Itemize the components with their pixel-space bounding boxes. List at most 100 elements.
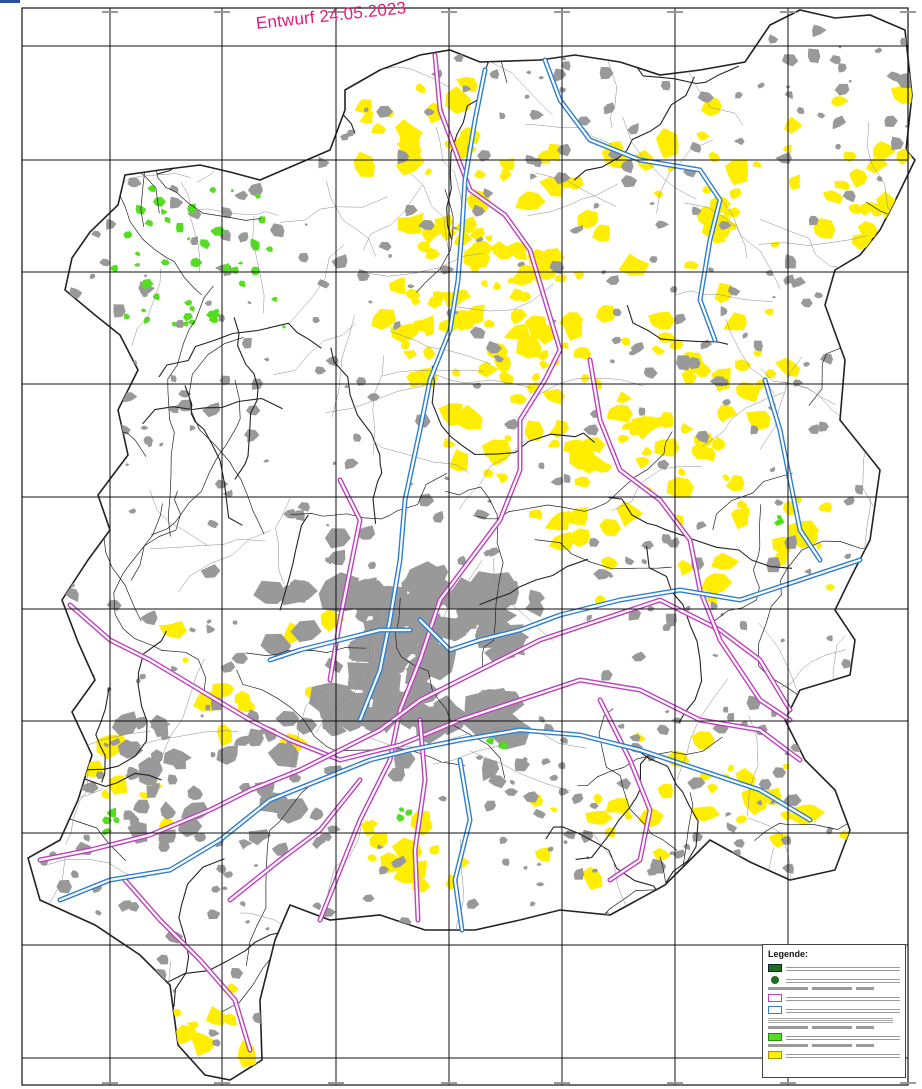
road-line <box>747 715 759 817</box>
settlement-area <box>169 196 184 209</box>
green-area <box>144 219 153 227</box>
settlement-area <box>216 864 227 874</box>
road-line <box>390 330 491 365</box>
road-line <box>40 1042 105 1080</box>
settlement-area <box>317 279 330 289</box>
settlement-area <box>589 538 600 547</box>
yellow-area <box>505 241 527 261</box>
settlement-area <box>807 48 821 64</box>
municipal-boundary <box>28 617 42 696</box>
settlement-area <box>796 106 805 114</box>
road-line <box>273 323 356 375</box>
settlement-area <box>649 201 655 206</box>
green-area <box>143 316 151 325</box>
settlement-area <box>733 839 745 848</box>
yellow-area <box>472 240 493 257</box>
settlement-area <box>660 80 671 91</box>
settlement-area <box>462 85 472 93</box>
settlement-area <box>247 300 252 305</box>
yellow-area <box>499 370 514 385</box>
yellow-area <box>866 157 889 174</box>
yellow-area <box>393 863 415 884</box>
settlement-area <box>346 129 355 137</box>
settlement-area <box>158 841 170 852</box>
green-area <box>123 231 133 239</box>
yellow-area <box>516 334 542 359</box>
settlement-area <box>781 54 799 67</box>
settlement-area <box>750 425 759 435</box>
settlement-area <box>695 430 710 444</box>
settlement-area <box>275 710 300 727</box>
settlement-area <box>783 274 795 285</box>
yellow-area <box>488 447 505 466</box>
yellow-area <box>695 447 716 462</box>
settlement-area <box>364 107 369 112</box>
settlement-area <box>720 305 728 317</box>
yellow-area <box>618 435 630 444</box>
green-area <box>141 278 154 289</box>
settlement-area <box>664 709 670 713</box>
municipal-boundary <box>28 932 77 974</box>
settlement-area <box>69 287 83 299</box>
settlement-area <box>692 831 703 842</box>
municipal-boundary <box>692 880 739 985</box>
yellow-area <box>725 475 745 492</box>
settlement-area <box>643 367 658 379</box>
settlement-area <box>563 473 571 483</box>
road-line <box>683 202 748 258</box>
legend-title: Legende: <box>768 949 809 959</box>
settlement-area <box>332 461 336 465</box>
yellow-area <box>727 221 738 230</box>
yellow-area <box>461 857 471 868</box>
yellow-area <box>234 690 251 706</box>
settlement-area <box>675 313 686 325</box>
road-line <box>149 538 266 550</box>
green-area <box>250 266 260 276</box>
settlement-area <box>362 894 375 902</box>
yellow-area <box>596 304 617 323</box>
settlement-area <box>418 219 435 231</box>
settlement-area <box>710 601 718 611</box>
settlement-area <box>838 63 842 67</box>
yellow-area <box>574 476 591 488</box>
settlement-area <box>549 774 559 781</box>
settlement-area <box>504 418 520 430</box>
settlement-area <box>735 91 743 99</box>
yellow-area <box>725 159 749 186</box>
green-area <box>230 189 234 193</box>
settlement-area <box>466 898 480 909</box>
yellow-area <box>490 241 517 260</box>
settlement-area <box>187 785 203 801</box>
grid-tick-bottom <box>214 1082 230 1084</box>
settlement-area <box>559 86 567 93</box>
green-area <box>485 737 495 745</box>
settlement-area <box>237 232 249 243</box>
yellow-area <box>813 218 836 239</box>
yellow-area <box>389 279 406 295</box>
settlement-area <box>477 150 491 162</box>
settlement-area <box>707 267 714 273</box>
yellow-area <box>101 789 110 799</box>
yellow-area <box>711 552 740 570</box>
settlement-area <box>630 342 645 356</box>
settlement-area <box>722 398 732 406</box>
yellow-area <box>539 360 551 370</box>
yellow-area <box>492 281 501 290</box>
settlement-area <box>631 651 647 662</box>
settlement-area <box>95 910 102 916</box>
settlement-area <box>169 749 187 770</box>
corridor-blue-inner <box>453 758 472 932</box>
green-area <box>134 263 139 267</box>
settlement-area <box>432 510 444 523</box>
municipal-boundary <box>479 558 588 606</box>
settlement-area <box>239 901 246 907</box>
yellow-area <box>216 727 233 747</box>
yellow-area <box>735 815 748 824</box>
corridor-blue-inner <box>268 628 412 662</box>
settlement-area <box>367 561 377 570</box>
settlement-area <box>140 610 158 626</box>
settlement-area <box>167 774 178 785</box>
green-area <box>160 259 170 266</box>
